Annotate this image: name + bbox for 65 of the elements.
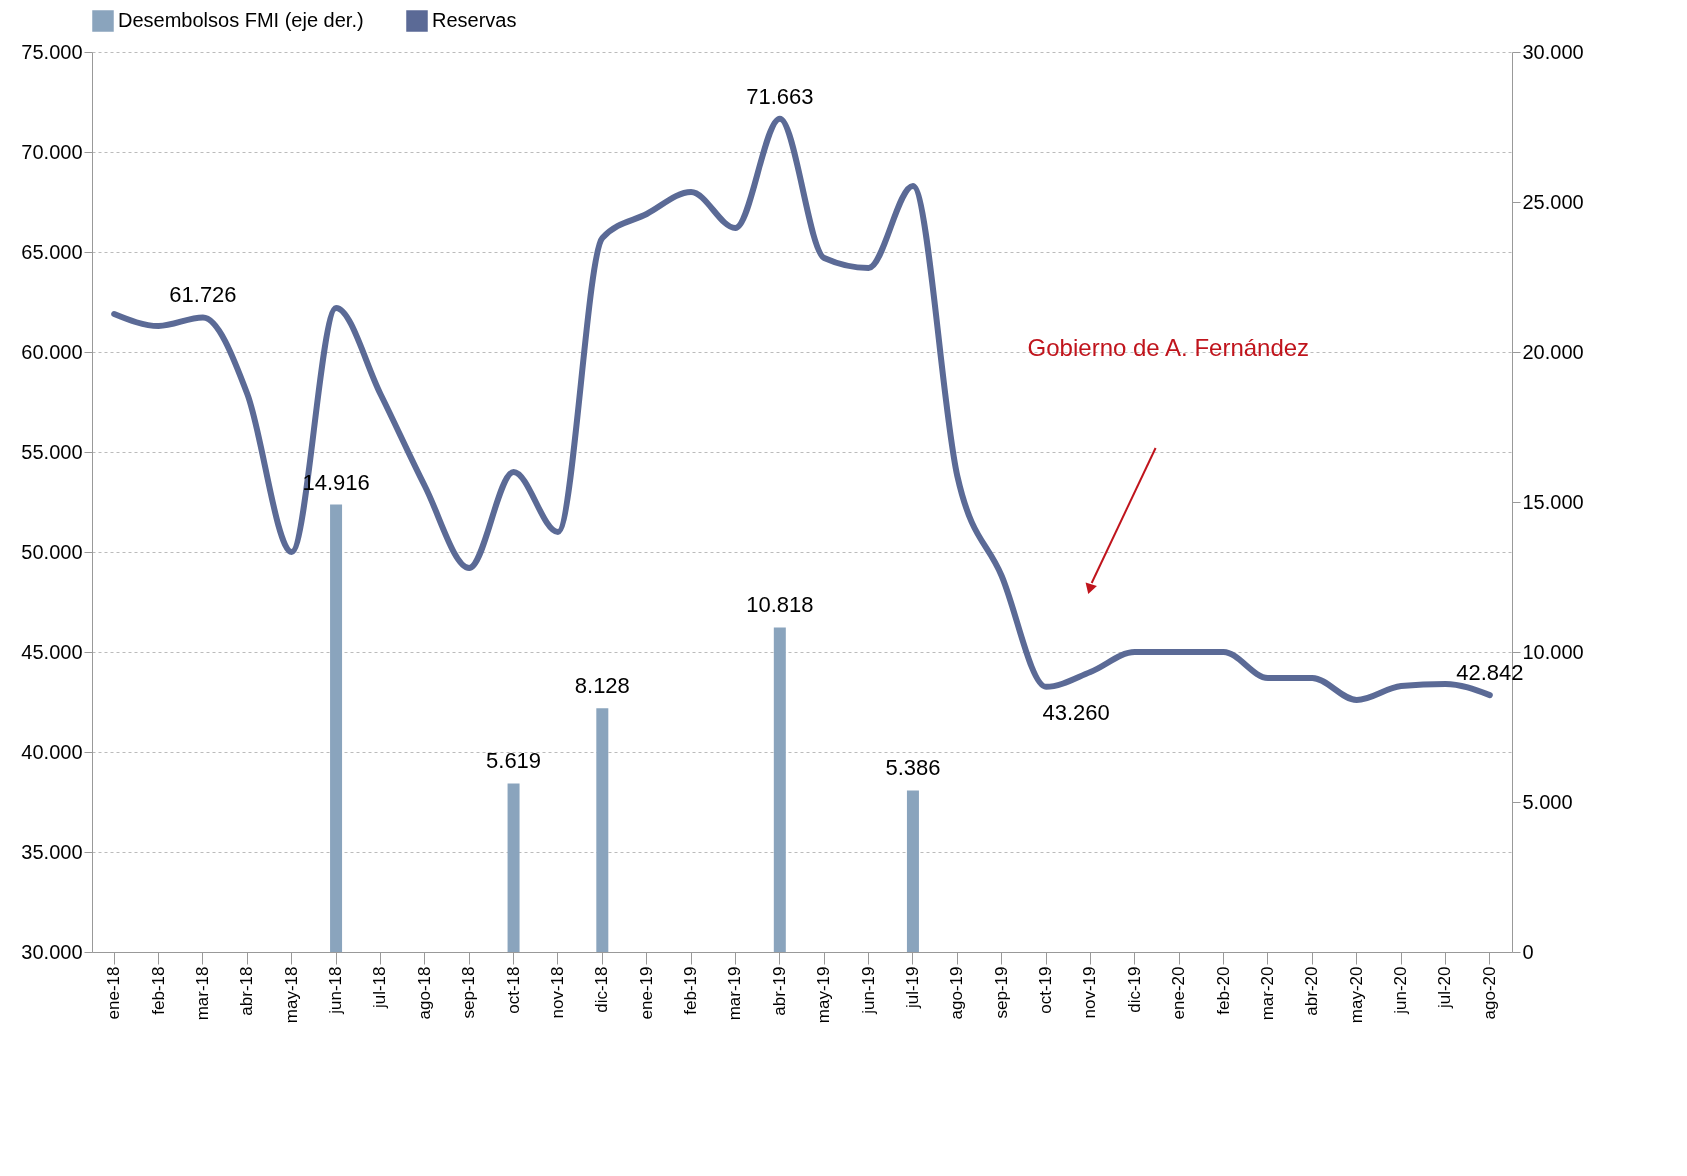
x-tick-label: feb-18 (148, 966, 168, 1015)
y-tick-label: 40.000 (21, 740, 83, 763)
y2-tick-label: 15.000 (1522, 490, 1584, 513)
y2-tick-label: 25.000 (1522, 190, 1584, 213)
annotation: Gobierno de A. Fernández (1027, 334, 1310, 361)
x-tick-label: jun-19 (858, 966, 878, 1015)
x-tick-label: jun-20 (1391, 966, 1411, 1015)
y-tick-label: 45.000 (21, 640, 83, 663)
x-tick-label: sep-19 (991, 966, 1011, 1019)
data-label: 10.818 (746, 592, 814, 618)
y-tick-label: 75.000 (21, 40, 83, 63)
x-tick-label: mar-20 (1257, 966, 1277, 1021)
x-tick-label: abr-20 (1302, 966, 1322, 1016)
x-tick-label: jun-18 (326, 966, 346, 1015)
x-tick-label: mar-19 (725, 966, 745, 1021)
x-tick-label: oct-19 (1036, 966, 1056, 1014)
x-tick-label: abr-19 (769, 966, 789, 1016)
data-label: 8.128 (574, 673, 630, 699)
y2-tick-label: 30.000 (1522, 40, 1584, 63)
bar (330, 504, 343, 952)
bar (596, 708, 609, 952)
data-label: 43.260 (1042, 699, 1110, 725)
x-tick-label: may-19 (814, 966, 834, 1024)
x-tick-label: ago-20 (1479, 966, 1499, 1020)
x-tick-label: nov-18 (547, 966, 567, 1019)
y-tick-label: 35.000 (21, 840, 83, 863)
legend-label: Desembolsos FMI (eje der.) (118, 9, 364, 31)
x-tick-label: abr-18 (237, 966, 257, 1016)
y2-tick-label: 10.000 (1522, 640, 1584, 663)
bar (507, 783, 520, 952)
x-tick-label: feb-19 (681, 966, 701, 1015)
data-label: 5.386 (885, 755, 941, 781)
y2-tick-label: 5.000 (1522, 790, 1573, 813)
x-tick-label: may-18 (281, 966, 301, 1024)
data-label: 42.842 (1456, 660, 1524, 686)
x-tick-label: may-20 (1346, 966, 1366, 1024)
x-tick-label: ago-19 (947, 966, 967, 1020)
x-tick-label: sep-18 (459, 966, 479, 1019)
x-tick-label: mar-18 (192, 966, 212, 1021)
x-tick-label: ene-20 (1169, 966, 1189, 1020)
data-label: 71.663 (746, 83, 814, 109)
legend-label: Reservas (432, 9, 517, 31)
y-tick-label: 60.000 (21, 340, 83, 363)
y-tick-label: 50.000 (21, 540, 83, 563)
bar (906, 790, 919, 952)
y-tick-label: 30.000 (21, 940, 83, 963)
y2-tick-label: 0 (1522, 940, 1534, 963)
x-tick-label: ene-18 (104, 966, 124, 1020)
x-tick-label: nov-19 (1080, 966, 1100, 1019)
y-tick-label: 55.000 (21, 440, 83, 463)
x-tick-label: jul-18 (370, 966, 390, 1010)
data-label: 5.619 (486, 748, 542, 774)
x-tick-label: oct-18 (503, 966, 523, 1014)
x-tick-label: dic-19 (1124, 966, 1144, 1013)
x-tick-label: dic-18 (592, 966, 612, 1013)
x-tick-label: ene-19 (636, 966, 656, 1020)
x-tick-label: jul-20 (1435, 966, 1455, 1010)
y-tick-label: 65.000 (21, 240, 83, 263)
x-tick-label: ago-18 (414, 966, 434, 1020)
x-tick-label: feb-20 (1213, 966, 1233, 1015)
y2-tick-label: 20.000 (1522, 340, 1584, 363)
data-label: 61.726 (169, 282, 237, 308)
bar (773, 627, 786, 952)
y-tick-label: 70.000 (21, 140, 83, 163)
x-tick-label: jul-19 (902, 966, 922, 1010)
